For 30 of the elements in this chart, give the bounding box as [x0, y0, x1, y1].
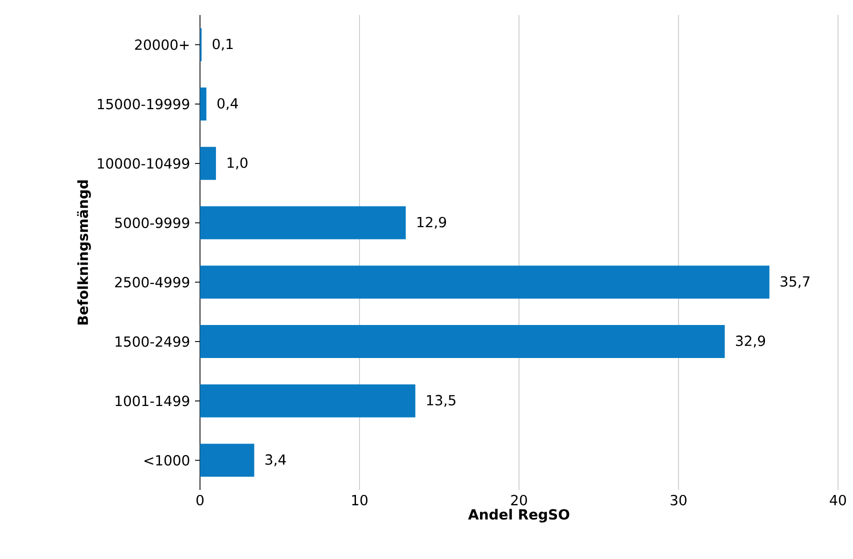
- y-tick-label: 15000-19999: [98, 98, 190, 110]
- bar: [200, 384, 416, 418]
- y-axis-title: Befolkningsmängd: [77, 180, 91, 324]
- y-tick-label: 5000-9999: [115, 218, 190, 228]
- x-tick-label: 40: [830, 494, 846, 506]
- bar: [200, 146, 216, 180]
- y-tick-label: <1000: [144, 455, 190, 466]
- bar: [200, 325, 725, 358]
- data-label: 0,1: [212, 38, 233, 51]
- x-tick-label: 30: [670, 494, 686, 506]
- y-tick-label: 1001-1499: [116, 396, 190, 406]
- x-tick-label: 10: [352, 494, 368, 506]
- x-tick-label: 20: [511, 494, 527, 506]
- data-label: 0,4: [218, 98, 238, 110]
- x-tick-label: 0: [196, 494, 204, 506]
- y-tick-label: 20000+: [135, 39, 189, 50]
- y-tick-label: 1500-2499: [116, 336, 190, 347]
- data-label: 35,7: [780, 276, 810, 288]
- bar: [200, 266, 770, 299]
- bar: [200, 444, 254, 477]
- x-axis-title: Andel RegSO: [468, 508, 570, 522]
- data-label: 1,0: [228, 157, 248, 170]
- bar: [200, 206, 406, 240]
- bar: [200, 88, 206, 121]
- y-tick-label: 10000-10499: [98, 158, 190, 169]
- y-tick-label: 2500-4999: [115, 276, 190, 288]
- data-label: 32,9: [736, 336, 766, 348]
- data-label: 12,9: [417, 216, 446, 229]
- data-label: 3,4: [266, 454, 286, 466]
- data-label: 13,5: [427, 394, 456, 407]
